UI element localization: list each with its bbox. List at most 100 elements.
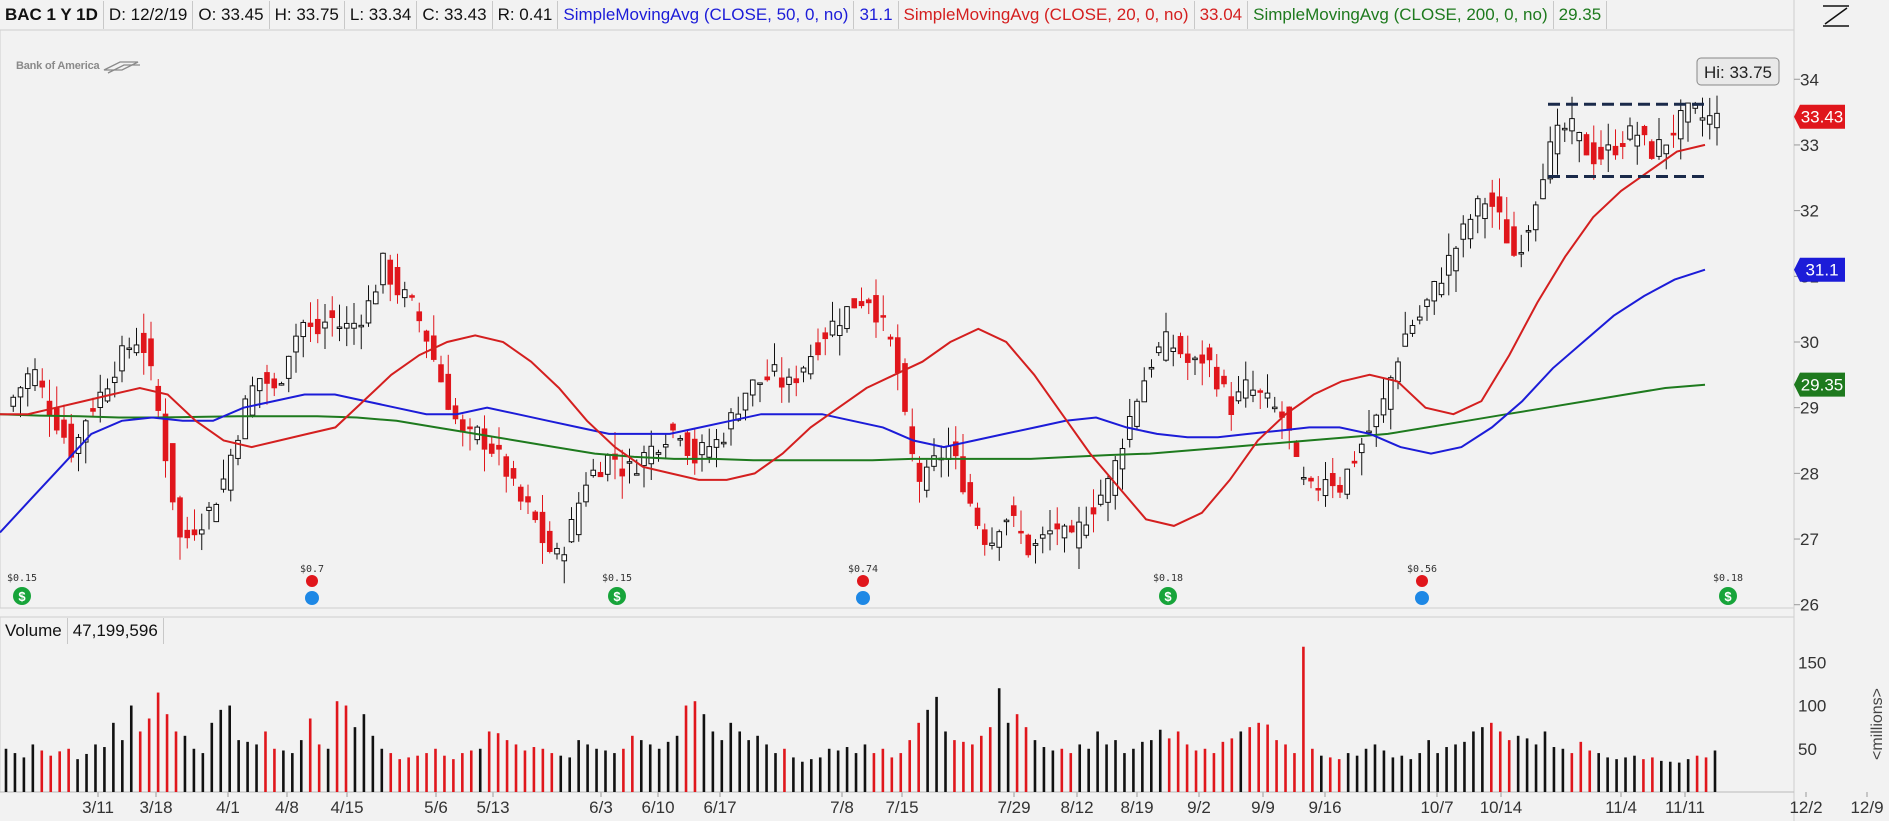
volume-bar: [192, 748, 196, 792]
candle-up: [1714, 112, 1720, 129]
sma200-badge-label: 29.35: [1801, 376, 1844, 395]
volume-bar: [237, 740, 240, 792]
candle-up: [1402, 333, 1409, 347]
volume-bar: [1149, 740, 1153, 792]
volume-bar: [854, 753, 858, 792]
candle-up: [17, 387, 24, 398]
volume-bar: [389, 753, 393, 792]
candle-down: [387, 259, 394, 285]
volume-bar: [666, 741, 670, 792]
symbol-label[interactable]: BAC 1 Y 1D: [0, 1, 104, 29]
candle-down: [53, 407, 60, 431]
candle-up: [1119, 448, 1126, 470]
volume-bar: [1543, 731, 1547, 792]
high-callout: Hi: 33.75: [1696, 57, 1780, 86]
volume-bar: [801, 761, 804, 792]
volume-bar: [738, 731, 742, 792]
candle-up: [97, 391, 104, 408]
sma20-label[interactable]: SimpleMovingAvg (CLOSE, 20, 0, no): [899, 1, 1195, 29]
candle-up: [1358, 443, 1365, 454]
volume-bar: [792, 757, 795, 792]
candle-down: [496, 444, 502, 450]
candle-up: [1532, 204, 1539, 231]
volume-bar: [147, 718, 151, 792]
candle-down: [597, 471, 604, 478]
volume-bar: [1248, 727, 1252, 792]
candle-up: [1474, 198, 1481, 217]
candle-up: [82, 420, 89, 443]
candle-up: [706, 446, 713, 458]
volume-bar: [1033, 740, 1037, 792]
volume-bar: [926, 709, 929, 792]
candle-up: [1554, 124, 1561, 155]
candle-up: [1300, 477, 1307, 480]
candle-up: [10, 396, 17, 407]
candle-down: [271, 378, 278, 389]
volume-bar: [1185, 744, 1189, 792]
candle-up: [931, 455, 937, 467]
candle-up: [1163, 331, 1169, 361]
dividend-icon: [1719, 587, 1737, 605]
volume-bar: [836, 750, 840, 792]
candle-up: [1373, 414, 1380, 428]
volume-bar: [165, 714, 169, 792]
volume-bar: [1633, 755, 1636, 792]
candle-up: [278, 383, 285, 386]
candle-down: [1184, 353, 1191, 363]
candle-up: [206, 506, 212, 511]
x-tick-label: 5/13: [476, 798, 509, 817]
volume-bar: [1212, 753, 1216, 792]
volume-bar: [1668, 761, 1672, 792]
candle-down: [815, 342, 821, 356]
candle-up: [235, 439, 241, 459]
volume-bar: [1257, 722, 1260, 792]
candle-down: [394, 266, 401, 296]
candle-down: [1199, 354, 1206, 364]
last-price-badge: 33.43: [1794, 104, 1845, 129]
volume-tick-label: 50: [1798, 740, 1817, 759]
candle-up: [1445, 254, 1452, 276]
dividend-marker: $0.18 $: [1713, 573, 1743, 605]
candle-down: [155, 385, 162, 411]
drawing-tool-icon[interactable]: [1819, 2, 1855, 30]
candle-up: [1083, 524, 1090, 536]
candle-up: [1656, 139, 1662, 157]
sma200-label[interactable]: SimpleMovingAvg (CLOSE, 200, 0, no): [1248, 1, 1554, 29]
volume-bar: [979, 735, 983, 792]
volume-bar: [94, 744, 97, 792]
candle-up: [227, 454, 234, 491]
volume-bar: [398, 759, 401, 792]
volume-bar: [1015, 714, 1019, 792]
price-tick-label: 33: [1800, 136, 1819, 155]
volume-bar: [1660, 760, 1663, 792]
volume-bar: [1051, 750, 1055, 792]
volume-bar: [103, 747, 106, 792]
volume-bar: [1463, 741, 1466, 792]
volume-bar: [693, 701, 697, 792]
candle-up: [213, 503, 220, 523]
dividend-symbol: $: [1164, 589, 1172, 604]
volume-bar: [988, 727, 992, 792]
volume-bar: [452, 759, 455, 792]
volume-label[interactable]: Volume: [0, 618, 68, 644]
volume-bar: [505, 740, 509, 792]
sma50-badge: 31.1: [1794, 257, 1845, 282]
price-tick-label: 26: [1800, 596, 1819, 615]
volume-bar: [317, 744, 321, 792]
volume-bar: [809, 759, 813, 792]
volume-bar: [568, 757, 572, 792]
candle-up: [358, 324, 365, 328]
candle-down: [459, 419, 466, 433]
candle-up: [1155, 346, 1162, 354]
volume-bar: [40, 750, 44, 792]
x-tick-label: 12/2: [1789, 798, 1822, 817]
volume-bar: [1024, 727, 1028, 792]
earnings-icon: [1416, 575, 1428, 587]
sma50-label[interactable]: SimpleMovingAvg (CLOSE, 50, 0, no): [558, 1, 855, 29]
candle-up: [590, 469, 597, 477]
candle-up: [720, 441, 727, 445]
volume-bar: [291, 753, 294, 792]
volume-bar: [228, 705, 231, 792]
volume-bar: [1311, 748, 1314, 792]
